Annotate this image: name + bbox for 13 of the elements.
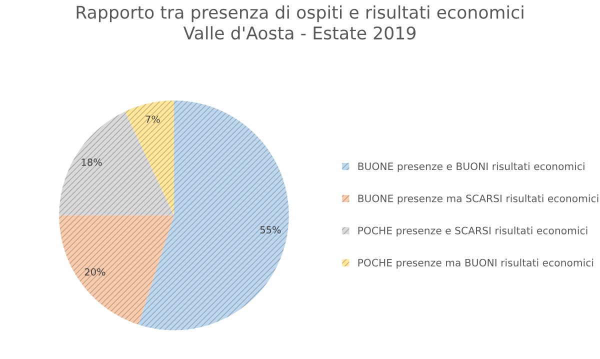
data-label: 55% (260, 226, 281, 234)
chart-title: Rapporto tra presenza di ospiti e risultati economici Valle d'Aosta - Estate 2019 (76, 5, 524, 40)
data-label: 7% (146, 116, 160, 123)
data-label: 18% (82, 158, 102, 166)
data-label: 20% (84, 268, 106, 276)
pie-slice (59, 111, 174, 216)
legend-label: POCHE presenze e SCARSI risultati economici (358, 226, 588, 236)
pie-slice (59, 215, 174, 325)
pie-slice (125, 100, 174, 216)
legend-label: BUONE presenze ma SCARSI risultati economici (358, 194, 598, 204)
pie-slice (138, 100, 289, 330)
legend-label: POCHE presenze ma BUONI risultati economici (358, 258, 594, 268)
legend-label: BUONE presenze e BUONI risultati economici (358, 162, 584, 172)
